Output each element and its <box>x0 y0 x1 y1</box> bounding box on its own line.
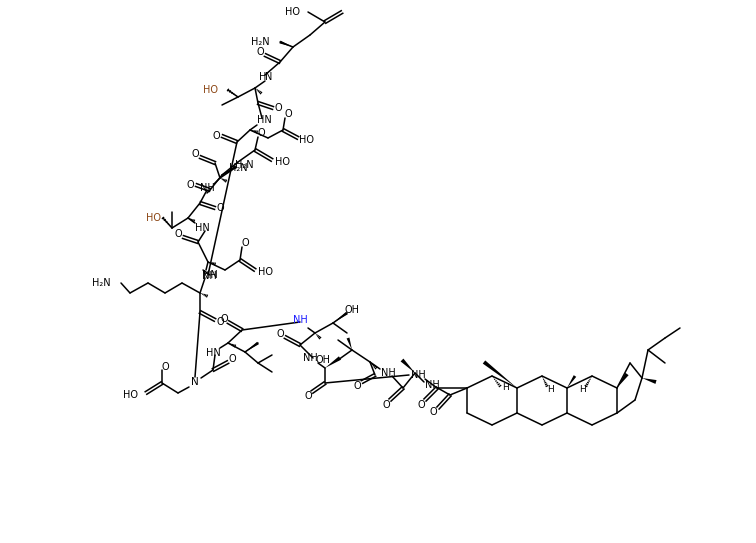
Text: HO: HO <box>145 213 160 223</box>
Text: O: O <box>174 229 181 239</box>
Text: OH: OH <box>315 355 330 365</box>
Text: O: O <box>417 400 425 410</box>
Text: HO: HO <box>123 390 138 400</box>
Text: O: O <box>274 103 282 113</box>
Text: HO: HO <box>299 135 314 145</box>
Text: O: O <box>212 131 220 141</box>
Text: HN: HN <box>194 223 209 233</box>
Text: OH: OH <box>345 305 360 315</box>
Text: H₂N: H₂N <box>234 160 253 170</box>
Text: O: O <box>220 314 228 324</box>
Text: H: H <box>259 72 267 82</box>
Polygon shape <box>280 41 293 47</box>
Text: O: O <box>276 329 284 339</box>
Text: HO: HO <box>203 85 218 95</box>
Polygon shape <box>333 312 348 323</box>
Text: O: O <box>216 317 224 327</box>
Text: HN: HN <box>203 270 218 280</box>
Text: O: O <box>257 128 265 138</box>
Text: O: O <box>304 391 311 401</box>
Text: NH: NH <box>411 370 426 380</box>
Text: NH: NH <box>302 353 318 363</box>
Polygon shape <box>245 342 259 352</box>
Text: O: O <box>191 149 199 159</box>
Text: H: H <box>578 386 585 395</box>
Text: HN: HN <box>206 348 221 358</box>
Polygon shape <box>325 356 341 368</box>
Text: HO: HO <box>274 157 290 167</box>
Text: O: O <box>383 400 390 410</box>
Text: HN: HN <box>256 115 271 125</box>
Text: NH: NH <box>202 271 216 281</box>
Text: O: O <box>161 362 169 372</box>
Text: NH: NH <box>425 380 439 390</box>
Text: N: N <box>265 72 273 82</box>
Text: H: H <box>502 383 508 393</box>
Polygon shape <box>567 375 576 388</box>
Text: O: O <box>353 381 361 391</box>
Text: O: O <box>241 238 249 248</box>
Polygon shape <box>401 358 415 373</box>
Text: NH: NH <box>200 183 215 193</box>
Polygon shape <box>222 166 237 175</box>
Text: HO: HO <box>258 267 272 277</box>
Polygon shape <box>617 373 629 388</box>
Text: H₂N: H₂N <box>228 163 247 173</box>
Text: H₂N: H₂N <box>252 37 270 47</box>
Text: O: O <box>256 47 264 57</box>
Polygon shape <box>346 338 352 350</box>
Text: O: O <box>216 203 224 213</box>
Text: N: N <box>191 377 199 387</box>
Text: NH: NH <box>380 368 395 378</box>
Text: H₂N: H₂N <box>92 278 111 288</box>
Text: H: H <box>547 384 554 394</box>
Polygon shape <box>642 378 656 384</box>
Text: O: O <box>228 354 236 364</box>
Text: O: O <box>186 180 194 190</box>
Text: O: O <box>284 109 292 119</box>
Polygon shape <box>483 361 517 388</box>
Text: NH: NH <box>293 315 308 325</box>
Text: O: O <box>429 407 437 417</box>
Text: HO: HO <box>285 7 300 17</box>
